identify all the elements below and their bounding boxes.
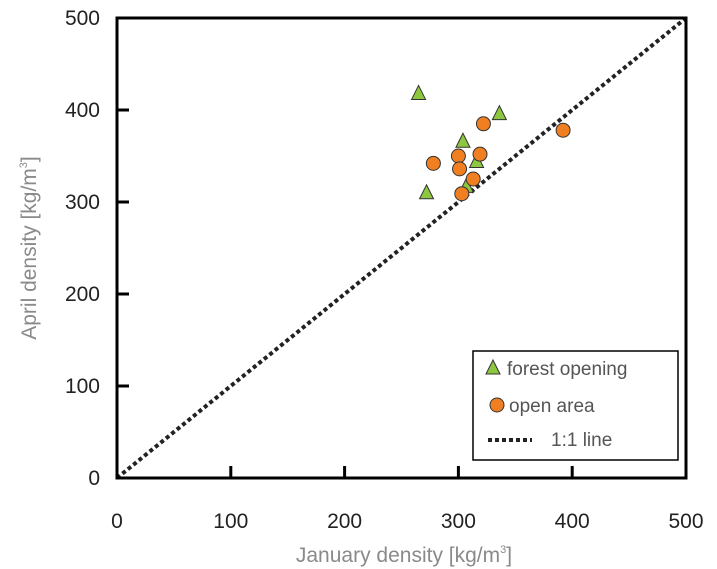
y-tick-label-500: 500 [65, 7, 100, 30]
point-open-area-7 [454, 186, 470, 202]
legend-reference-line-label: 1:1 line [551, 430, 612, 451]
x-tick-label-300: 300 [441, 510, 476, 533]
point-open-area-4 [425, 155, 441, 171]
x-tick-label-200: 200 [327, 510, 362, 533]
x-tick-label-400: 400 [555, 510, 590, 533]
legend-forest-opening-label: forest opening [507, 359, 627, 380]
plot-frame [115, 16, 688, 480]
x-tick-label-100: 100 [213, 510, 248, 533]
point-open-area-3 [472, 146, 488, 162]
reference-line-1-to-1 [115, 16, 688, 480]
y-tick-label-300: 300 [65, 191, 100, 214]
point-forest-opening-1 [491, 104, 508, 121]
point-open-area-6 [465, 171, 481, 187]
legend-forest-opening-marker [485, 358, 501, 375]
y-tick-label-0: 0 [88, 467, 100, 490]
x-tick-label-500: 500 [668, 510, 703, 533]
point-open-area-0 [475, 116, 491, 132]
y-axis-title: April density [kg/m3] [18, 156, 41, 340]
point-open-area-5 [452, 161, 468, 177]
x-tick-label-0: 0 [111, 510, 123, 533]
point-forest-opening-0 [410, 84, 427, 100]
legend: forest opening open area 1:1 line [472, 350, 679, 461]
y-tick-label-400: 400 [65, 99, 100, 122]
legend-box [472, 350, 679, 461]
y-tick-label-200: 200 [65, 283, 100, 306]
point-open-area-2 [450, 148, 466, 164]
x-axis-title: January density [kg/m3] [296, 544, 512, 567]
y-tick-label-100: 100 [65, 375, 100, 398]
legend-open-area-label: open area [509, 396, 595, 417]
point-forest-opening-4 [418, 183, 435, 200]
point-open-area-1 [555, 122, 571, 138]
point-forest-opening-2 [455, 132, 471, 148]
legend-open-area-marker [489, 397, 505, 413]
